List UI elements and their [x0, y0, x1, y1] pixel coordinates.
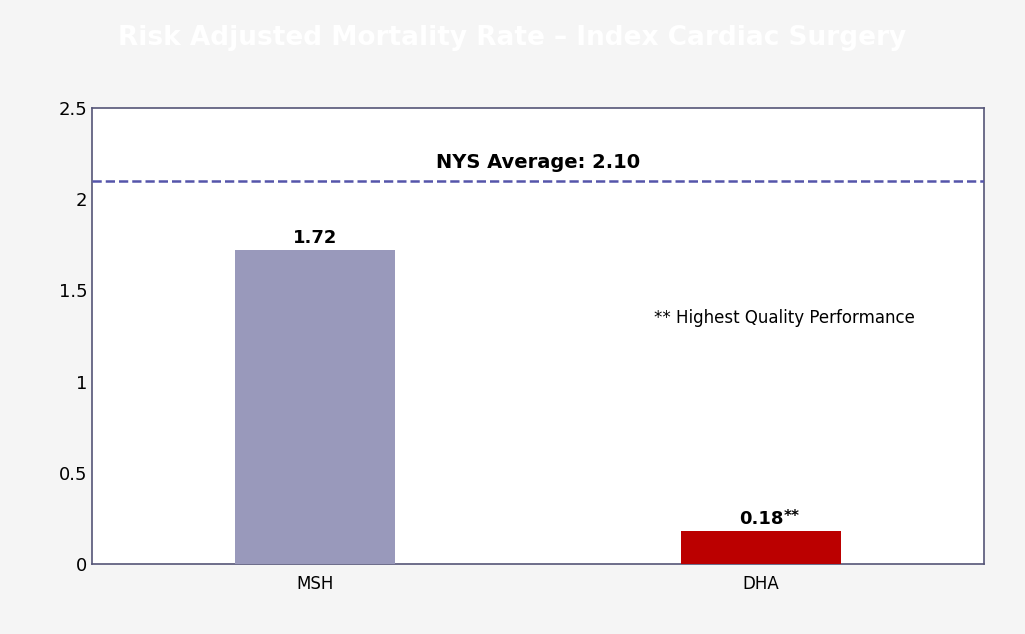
Text: ** Highest Quality Performance: ** Highest Quality Performance [654, 309, 915, 327]
Text: 1.72: 1.72 [293, 228, 337, 247]
Text: NYS Average: 2.10: NYS Average: 2.10 [436, 153, 641, 172]
Text: Risk Adjusted Mortality Rate – Index Cardiac Surgery: Risk Adjusted Mortality Rate – Index Car… [118, 25, 907, 51]
Text: 0.18: 0.18 [739, 510, 783, 527]
Text: **: ** [783, 509, 800, 524]
Bar [235, 250, 396, 564]
Bar [681, 531, 842, 564]
